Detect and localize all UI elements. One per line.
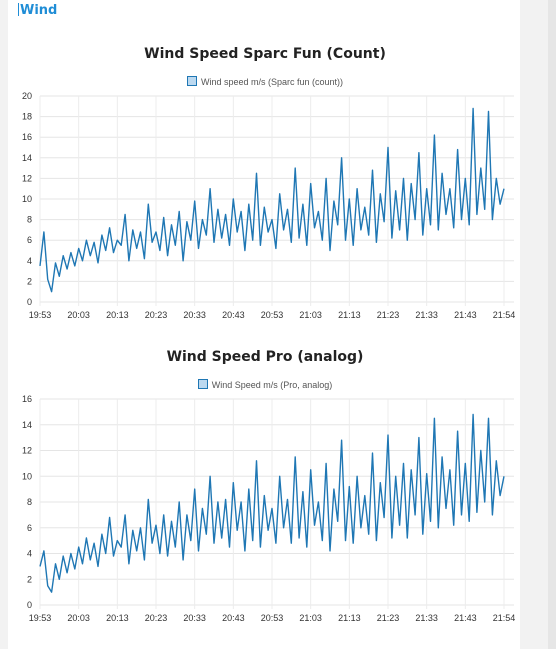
y-tick-label: 2 bbox=[27, 276, 32, 286]
y-tick-label: 20 bbox=[22, 91, 32, 101]
x-tick-label: 21:43 bbox=[454, 613, 477, 623]
x-tick-label: 19:53 bbox=[29, 613, 52, 623]
x-tick-label: 21:13 bbox=[338, 310, 361, 320]
x-tick-label: 20:43 bbox=[222, 613, 245, 623]
legend-swatch bbox=[186, 76, 197, 86]
x-tick-label: 20:33 bbox=[183, 613, 206, 623]
x-tick-label: 20:03 bbox=[67, 613, 90, 623]
y-tick-label: 12 bbox=[22, 173, 32, 183]
chart-title: Wind Speed Pro (analog) bbox=[166, 349, 364, 365]
x-tick-label: 21:33 bbox=[415, 310, 438, 320]
y-tick-label: 18 bbox=[22, 112, 32, 122]
section-title-text: Wind bbox=[20, 3, 58, 18]
y-tick-label: 8 bbox=[27, 215, 32, 225]
y-tick-label: 6 bbox=[27, 235, 32, 245]
x-tick-label: 21:23 bbox=[377, 613, 400, 623]
x-tick-label: 21:54 bbox=[493, 613, 516, 623]
y-tick-label: 0 bbox=[27, 297, 32, 307]
x-tick-label: 21:33 bbox=[415, 613, 438, 623]
y-tick-label: 2 bbox=[27, 574, 32, 584]
x-tick-label: 20:13 bbox=[106, 310, 129, 320]
y-tick-label: 16 bbox=[22, 394, 32, 404]
legend-label: Wind Speed m/s (Pro, analog) bbox=[211, 380, 333, 390]
y-tick-label: 14 bbox=[22, 420, 32, 430]
x-tick-label: 20:23 bbox=[145, 310, 168, 320]
chart-plot-area: 0 2 4 6 8 10 12 14 16 18 20 19:53 20:03 20:13 20:23 20:… bbox=[22, 91, 516, 320]
y-tick-label: 0 bbox=[27, 600, 32, 610]
text-caret bbox=[18, 3, 19, 16]
y-tick-label: 6 bbox=[27, 523, 32, 533]
y-tick-label: 12 bbox=[22, 446, 32, 456]
x-tick-label: 20:53 bbox=[261, 310, 284, 320]
page-scrollbar[interactable] bbox=[548, 0, 556, 649]
x-tick-label: 20:43 bbox=[222, 310, 245, 320]
chart-legend[interactable]: Wind speed m/s (Sparc fun (count)) bbox=[0, 76, 530, 87]
x-tick-label: 21:43 bbox=[454, 310, 477, 320]
x-tick-label: 19:53 bbox=[29, 310, 52, 320]
y-tick-label: 16 bbox=[22, 132, 32, 142]
x-tick-label: 21:54 bbox=[493, 310, 516, 320]
section-title: Wind bbox=[18, 3, 57, 18]
x-tick-label: 20:13 bbox=[106, 613, 129, 623]
y-tick-label: 4 bbox=[27, 549, 32, 559]
legend-label: Wind speed m/s (Sparc fun (count)) bbox=[200, 77, 344, 87]
y-tick-label: 8 bbox=[27, 497, 32, 507]
y-tick-label: 14 bbox=[22, 153, 32, 163]
y-tick-label: 10 bbox=[22, 194, 32, 204]
x-tick-label: 20:53 bbox=[261, 613, 284, 623]
x-tick-label: 21:03 bbox=[299, 613, 322, 623]
legend-swatch bbox=[197, 379, 208, 389]
dashboard-panel bbox=[8, 0, 520, 649]
x-tick-label: 20:33 bbox=[183, 310, 206, 320]
x-tick-label: 21:13 bbox=[338, 613, 361, 623]
x-tick-label: 20:23 bbox=[145, 613, 168, 623]
x-tick-label: 21:23 bbox=[377, 310, 400, 320]
y-tick-label: 4 bbox=[27, 256, 32, 266]
chart-legend[interactable]: Wind Speed m/s (Pro, analog) bbox=[0, 379, 530, 390]
y-tick-label: 10 bbox=[22, 471, 32, 481]
chart-title: Wind Speed Sparc Fun (Count) bbox=[144, 46, 386, 62]
x-tick-label: 21:03 bbox=[299, 310, 322, 320]
x-tick-label: 20:03 bbox=[67, 310, 90, 320]
